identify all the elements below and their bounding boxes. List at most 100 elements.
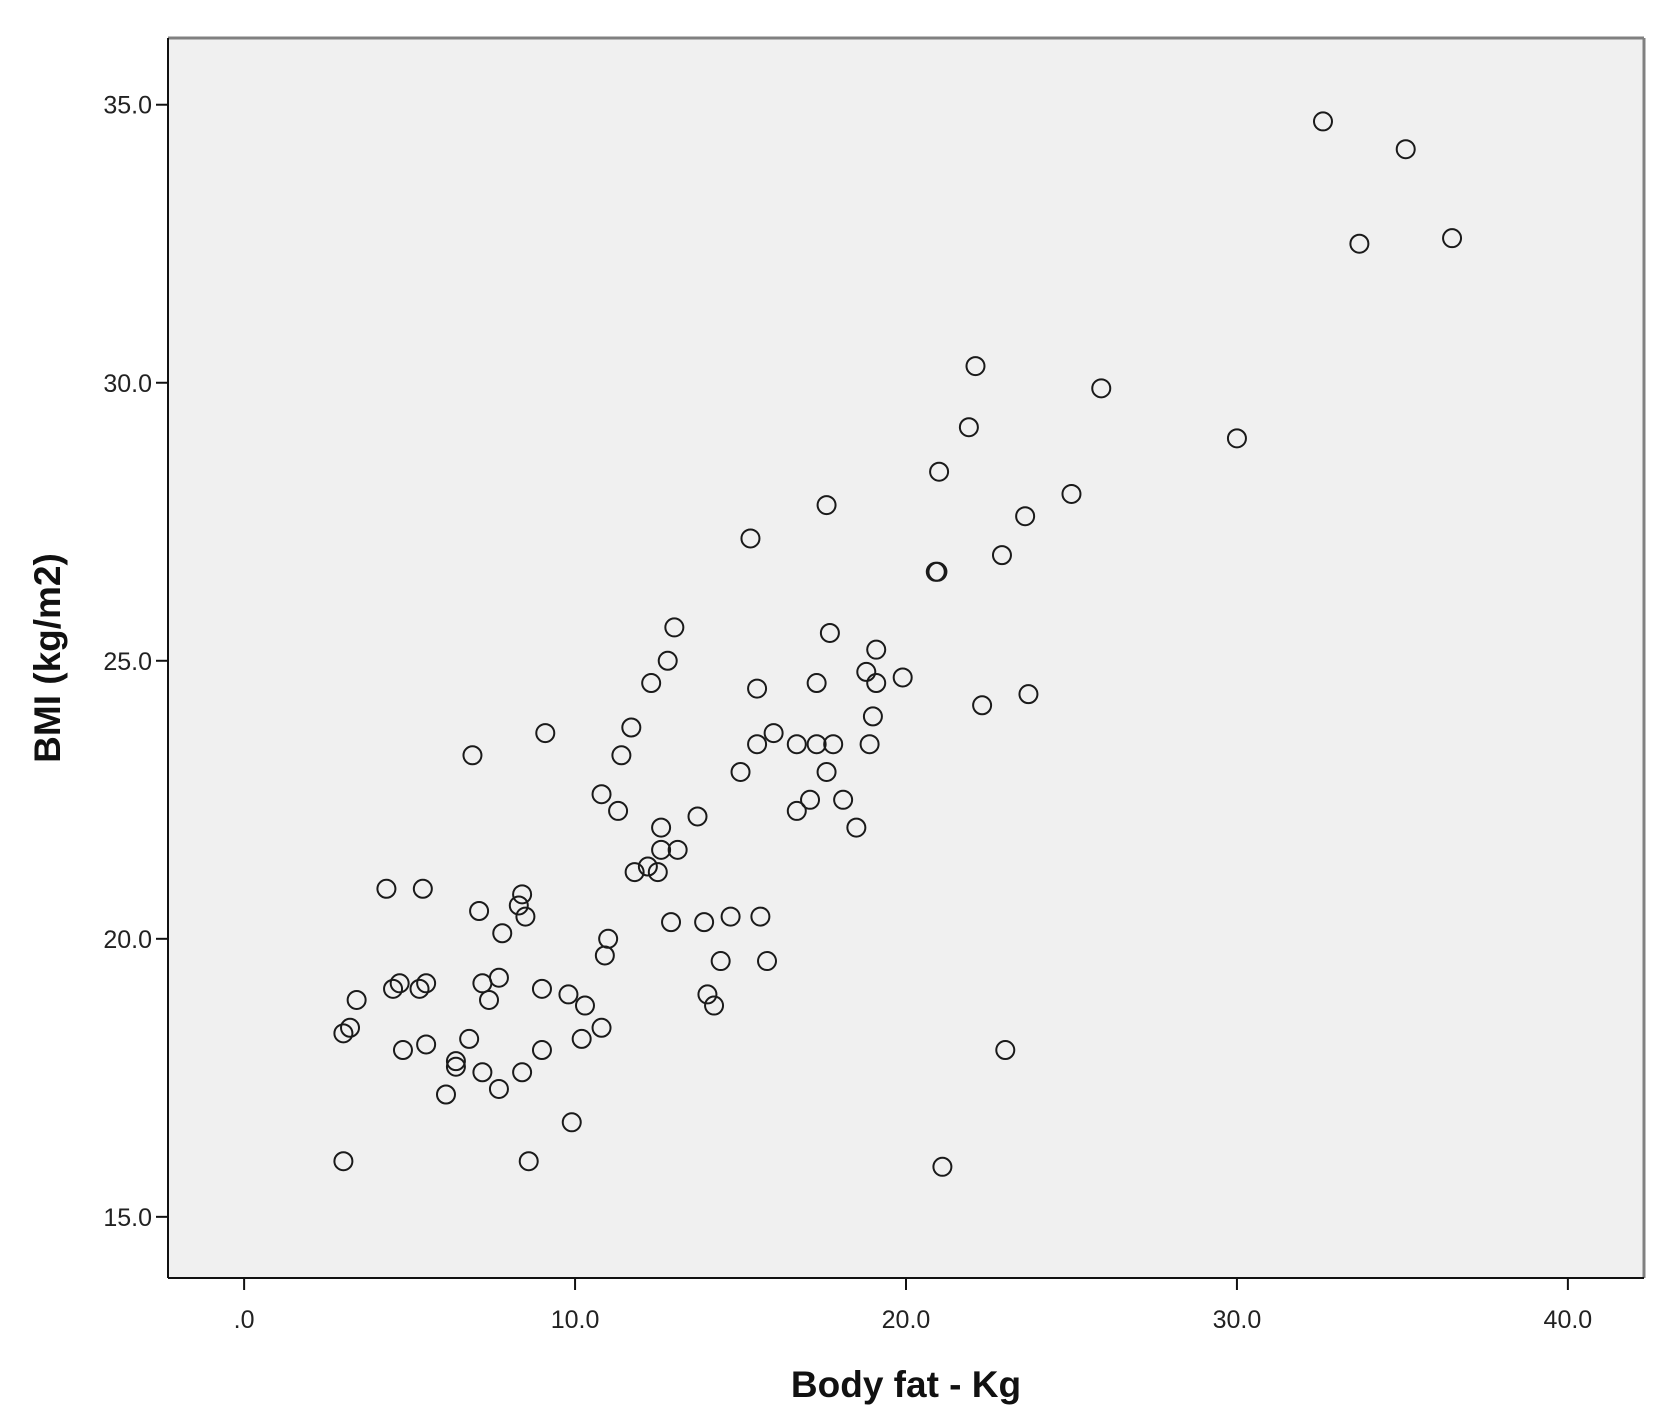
data-point <box>535 723 556 744</box>
data-point <box>488 1078 509 1099</box>
y-axis-title: BMI (kg/m2) <box>27 553 68 763</box>
data-point <box>866 673 887 694</box>
x-tick-label: 20.0 <box>882 1306 931 1334</box>
data-point <box>667 839 688 860</box>
y-tick-label: 15.0 <box>103 1204 152 1232</box>
x-tick-label: 10.0 <box>551 1306 600 1334</box>
y-tick-label: 25.0 <box>103 648 152 676</box>
data-point <box>972 695 993 716</box>
data-point <box>991 545 1012 566</box>
data-point <box>730 761 751 782</box>
data-point <box>704 995 725 1016</box>
data-point <box>412 878 433 899</box>
data-point <box>892 667 913 688</box>
data-point <box>800 789 821 810</box>
data-point <box>720 906 741 927</box>
data-point <box>664 617 685 638</box>
data-point <box>445 1056 466 1077</box>
data-points <box>333 111 1463 1177</box>
data-point <box>611 745 632 766</box>
data-point <box>651 817 672 838</box>
data-point <box>333 1151 354 1172</box>
data-point <box>479 989 500 1010</box>
data-point <box>608 800 629 821</box>
data-point <box>750 906 771 927</box>
data-point <box>594 945 615 966</box>
data-point <box>346 989 367 1010</box>
data-point <box>445 1051 466 1072</box>
data-point <box>995 1040 1016 1061</box>
data-point <box>866 639 887 660</box>
data-point <box>376 878 397 899</box>
data-point <box>571 1028 592 1049</box>
data-point <box>574 995 595 1016</box>
y-tick-label: 35.0 <box>103 92 152 120</box>
data-point <box>624 862 645 883</box>
data-point <box>472 1062 493 1083</box>
data-point <box>1395 139 1416 160</box>
y-tick-label: 20.0 <box>103 926 152 954</box>
data-point <box>694 912 715 933</box>
data-point <box>856 661 877 682</box>
data-point <box>492 923 513 944</box>
x-axis-ticks: .0 10.0 20.0 30.0 40.0 <box>234 1278 1593 1334</box>
data-point <box>806 734 827 755</box>
data-point <box>710 951 731 972</box>
data-point <box>1015 506 1036 527</box>
data-point <box>591 784 612 805</box>
data-point <box>651 839 672 860</box>
data-point <box>833 789 854 810</box>
data-point <box>416 973 437 994</box>
data-point <box>819 622 840 643</box>
data-point <box>661 912 682 933</box>
data-point <box>1312 111 1333 132</box>
data-point <box>747 734 768 755</box>
data-point <box>816 495 837 516</box>
data-point <box>383 978 404 999</box>
data-point <box>392 1040 413 1061</box>
data-point <box>531 1040 552 1061</box>
data-point <box>591 1017 612 1038</box>
data-point <box>340 1017 361 1038</box>
data-point <box>561 1112 582 1133</box>
data-point <box>409 978 430 999</box>
x-tick-label: 40.0 <box>1544 1306 1593 1334</box>
y-axis-ticks: 15.0 20.0 25.0 30.0 35.0 <box>103 92 168 1232</box>
data-point <box>558 984 579 1005</box>
data-point <box>416 1034 437 1055</box>
data-point <box>459 1028 480 1049</box>
data-point <box>687 806 708 827</box>
data-point <box>786 734 807 755</box>
data-point <box>469 901 490 922</box>
data-point <box>435 1084 456 1105</box>
data-point <box>757 951 778 972</box>
data-point <box>965 356 986 377</box>
data-point <box>823 734 844 755</box>
data-point <box>515 906 536 927</box>
data-point <box>927 561 948 582</box>
data-point <box>621 717 642 738</box>
plot-area <box>168 38 1644 1278</box>
data-point <box>647 862 668 883</box>
data-point <box>1349 233 1370 254</box>
data-point <box>488 967 509 988</box>
data-point <box>932 1156 953 1177</box>
data-point <box>786 800 807 821</box>
data-point <box>1226 428 1247 449</box>
data-point <box>1091 378 1112 399</box>
data-point <box>763 723 784 744</box>
data-point <box>859 734 880 755</box>
data-point <box>929 461 950 482</box>
data-point <box>816 761 837 782</box>
x-axis-title: Body fat - Kg <box>791 1364 1021 1405</box>
data-point <box>389 973 410 994</box>
data-point <box>333 1023 354 1044</box>
data-point <box>958 417 979 438</box>
data-point <box>512 884 533 905</box>
data-point <box>531 978 552 999</box>
data-point <box>697 984 718 1005</box>
data-point <box>462 745 483 766</box>
y-tick-label: 30.0 <box>103 370 152 398</box>
data-point <box>862 706 883 727</box>
